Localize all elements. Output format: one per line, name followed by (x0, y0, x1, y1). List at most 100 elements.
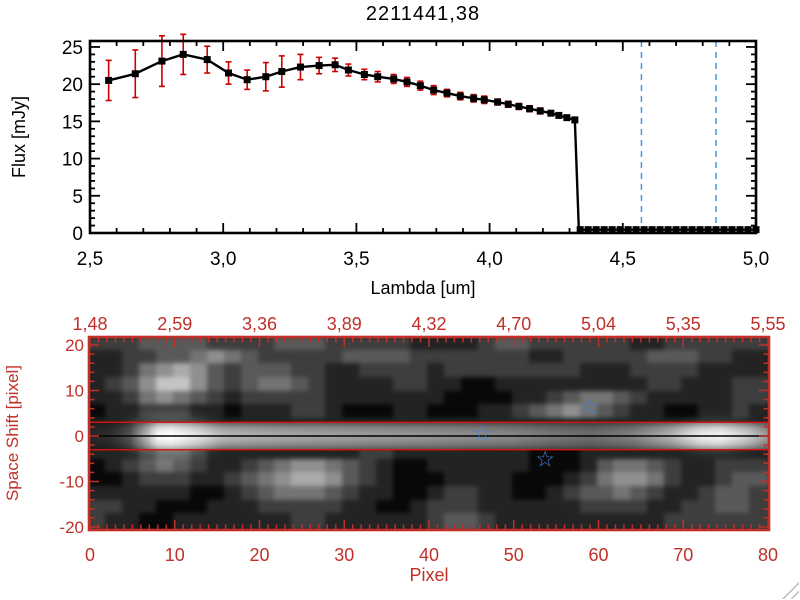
heatmap-cell (410, 349, 431, 368)
svg-text:25: 25 (62, 38, 83, 59)
heatmap-cell (274, 458, 296, 477)
heatmap-cell (90, 363, 109, 381)
heatmap-cell (291, 472, 313, 490)
heatmap-cell (596, 499, 618, 518)
heatmap-cell (257, 472, 279, 490)
heatmap-cell (545, 472, 567, 490)
heatmap-cell (274, 472, 296, 490)
heatmap-cell (545, 390, 567, 409)
heatmap-cell (545, 363, 567, 381)
heatmap-cell (528, 363, 550, 381)
heatmap-cell (121, 390, 143, 409)
heatmap-cell (630, 486, 652, 504)
top-chart-tick-labels: 2,5 3,0 3,5 4,0 4,5 5,0 0 5 10 15 20 25 (62, 38, 769, 270)
top-chart-vlines (640, 41, 717, 233)
heatmap-cell (664, 363, 686, 381)
heatmap-cell (613, 376, 635, 395)
heatmap-cell (681, 404, 703, 422)
heatmap-cell (664, 472, 686, 490)
heatmap-cell (596, 458, 618, 477)
heatmap-cell (443, 404, 465, 422)
heatmap-cell (90, 472, 109, 490)
heatmap-cell (325, 390, 347, 409)
heatmap-cell (308, 376, 330, 395)
heatmap-cell (562, 363, 584, 381)
heatmap-cell (308, 486, 330, 504)
heatmap-cell (223, 376, 245, 395)
heatmap-cell (342, 499, 364, 518)
heatmap-cell (138, 390, 160, 409)
heatmap-cell (613, 349, 635, 368)
svg-text:10: 10 (62, 150, 83, 171)
heatmap-cell (189, 486, 211, 504)
heatmap-cell (545, 499, 567, 518)
heatmap-cell (511, 499, 533, 518)
heatmap-cell (647, 390, 669, 409)
heatmap-cell (511, 486, 533, 504)
heatmap-cell (393, 404, 414, 422)
top-chart-frame (88, 39, 758, 235)
heatmap-cell (443, 499, 465, 518)
heatmap-cell (596, 390, 618, 409)
heatmap-cell (223, 458, 245, 477)
heatmap-cell (393, 486, 414, 504)
heatmap-cell (223, 390, 245, 409)
heatmap-cell (528, 390, 550, 409)
heatmap-cell (206, 390, 228, 409)
heatmap-cell (155, 486, 177, 504)
svg-text:3,0: 3,0 (210, 249, 236, 270)
heatmap-cell (596, 363, 618, 381)
heatmap-cell (715, 404, 736, 422)
heatmap-cell (630, 376, 652, 395)
heatmap-cell (494, 349, 516, 368)
heatmap-cell (715, 513, 736, 529)
heatmap-cell (104, 499, 126, 518)
svg-text:40: 40 (419, 545, 439, 565)
heatmap-cell (121, 349, 143, 368)
heatmap-cell (359, 499, 381, 518)
heatmap-cell (715, 363, 736, 381)
star-icon: ☆ (473, 422, 493, 447)
heatmap-cell (189, 363, 211, 381)
heatmap-cell (562, 472, 584, 490)
heatmap-cell (325, 458, 347, 477)
heatmap-cell (376, 513, 397, 529)
heatmap-cell (172, 390, 194, 409)
heatmap-cell (528, 404, 550, 422)
heatmap-cell (189, 499, 211, 518)
heatmap-cell (308, 513, 330, 529)
heatmap-cell (376, 349, 397, 368)
heatmap-cell (545, 458, 567, 477)
heatmap-cell (223, 513, 245, 529)
heatmap-cell (664, 349, 686, 368)
heatmap-cell (443, 376, 465, 395)
heatmap-cell (342, 349, 364, 368)
svg-text:-10: -10 (59, 473, 84, 492)
heatmap-cell (647, 404, 669, 422)
top-chart-series (108, 53, 756, 231)
heatmap-cell (325, 376, 347, 395)
heatmap-cell (342, 486, 364, 504)
heatmap-cell (427, 349, 448, 368)
heatmap-cell (104, 513, 126, 529)
bottom-chart-ylabel: Space Shift [pixel] (3, 364, 22, 502)
svg-text:10: 10 (65, 382, 84, 401)
heatmap-cell (359, 390, 381, 409)
heatmap-cell (630, 404, 652, 422)
heatmap-cell (393, 458, 414, 477)
heatmap-cell (613, 513, 635, 529)
heatmap-cell (494, 404, 516, 422)
heatmap-cell (257, 458, 279, 477)
heatmap-cell (562, 390, 584, 409)
heatmap-cell (376, 390, 397, 409)
heatmap-cell (257, 390, 279, 409)
heatmap-cell (121, 458, 143, 477)
heatmap-cell (562, 486, 584, 504)
heatmap-cell (104, 472, 126, 490)
heatmap-cell (138, 472, 160, 490)
heatmap-cell (545, 376, 567, 395)
heatmap-cell (613, 458, 635, 477)
heatmap-cell (172, 458, 194, 477)
heatmap-cell (274, 390, 296, 409)
star-markers: ☆ ☆ ☆ (473, 394, 600, 472)
